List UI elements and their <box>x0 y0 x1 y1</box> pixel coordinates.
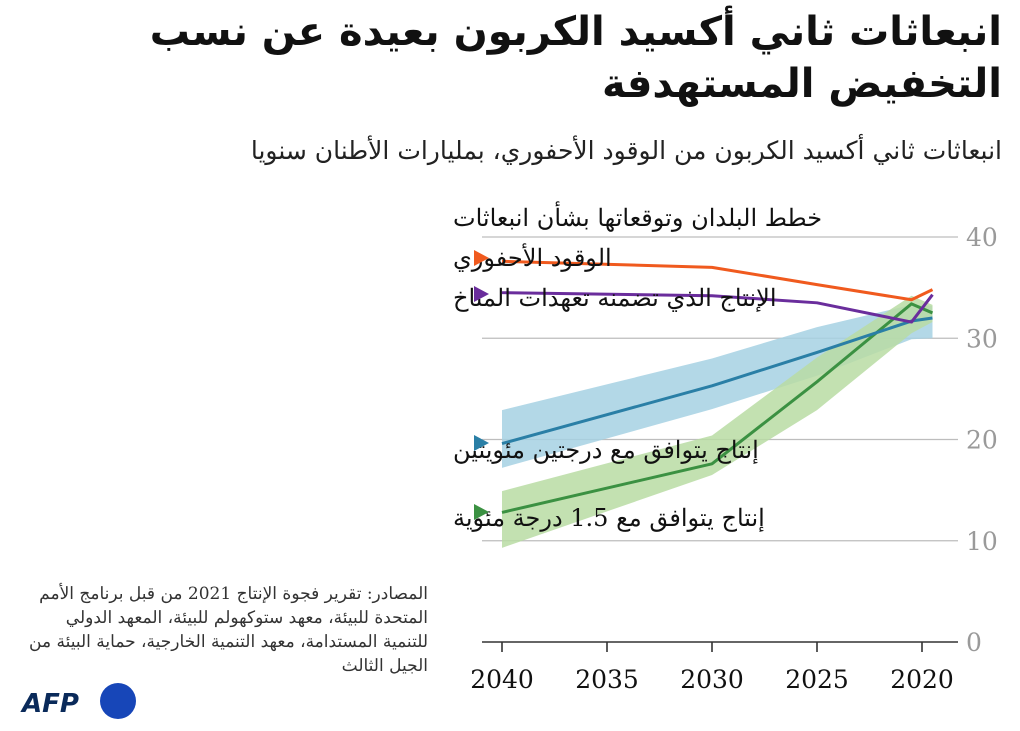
one_five-series-line <box>501 302 934 514</box>
one_five-legend-marker <box>474 504 489 520</box>
two_deg-legend-marker <box>474 435 489 451</box>
y-tick-label: 30 <box>966 324 998 353</box>
x-tick-label: 2035 <box>575 665 639 694</box>
x-tick-label: 2040 <box>470 665 534 694</box>
y-tick-label: 20 <box>966 426 998 455</box>
y-tick-label: 0 <box>966 628 982 657</box>
chart-title: انبعاثات ثاني أكسيد الكربون بعيدة عن نسب… <box>149 9 1002 107</box>
two_deg-series-line <box>501 316 933 445</box>
production-legend-label: الإنتاج الذي تضمنه تعهدات المناخ <box>453 284 777 312</box>
one_five-uncertainty-band <box>502 295 933 548</box>
plans-legend-label: خطط البلدان وتوقعاتها بشأن انبعاثات الوقو… <box>453 201 822 272</box>
plans-series-line <box>501 259 934 302</box>
chart-subtitle: انبعاثات ثاني أكسيد الكربون من الوقود ال… <box>250 136 1002 165</box>
afp-logo-text: AFP <box>20 689 79 719</box>
legend-label-line: إنتاج يتوافق مع درجتين مئويتين <box>453 436 759 464</box>
x-tick-label: 2025 <box>785 665 849 694</box>
legend-label-line: الإنتاج الذي تضمنه تعهدات المناخ <box>453 284 777 312</box>
y-tick-label: 10 <box>966 527 998 556</box>
legend-label-line: خطط البلدان وتوقعاتها بشأن انبعاثات <box>453 201 822 232</box>
source-note: المصادر: تقرير فجوة الإنتاج 2021 من قبل … <box>29 584 428 676</box>
two_deg-uncertainty-band <box>502 304 933 468</box>
afp-logo-circle <box>100 683 136 719</box>
production-series-line <box>501 291 934 324</box>
legend-label-line: إنتاج يتوافق مع 1.5 درجة مئوية <box>453 504 765 532</box>
y-tick-label: 40 <box>966 223 998 252</box>
x-tick-label: 2020 <box>890 665 954 694</box>
one_five-legend-label: إنتاج يتوافق مع 1.5 درجة مئوية <box>453 504 765 532</box>
afp-logo: AFP <box>20 683 136 719</box>
x-tick-label: 2030 <box>680 665 744 694</box>
production-legend-marker <box>474 286 489 302</box>
two_deg-legend-label: إنتاج يتوافق مع درجتين مئويتين <box>453 436 759 464</box>
plans-legend-marker <box>474 250 489 266</box>
